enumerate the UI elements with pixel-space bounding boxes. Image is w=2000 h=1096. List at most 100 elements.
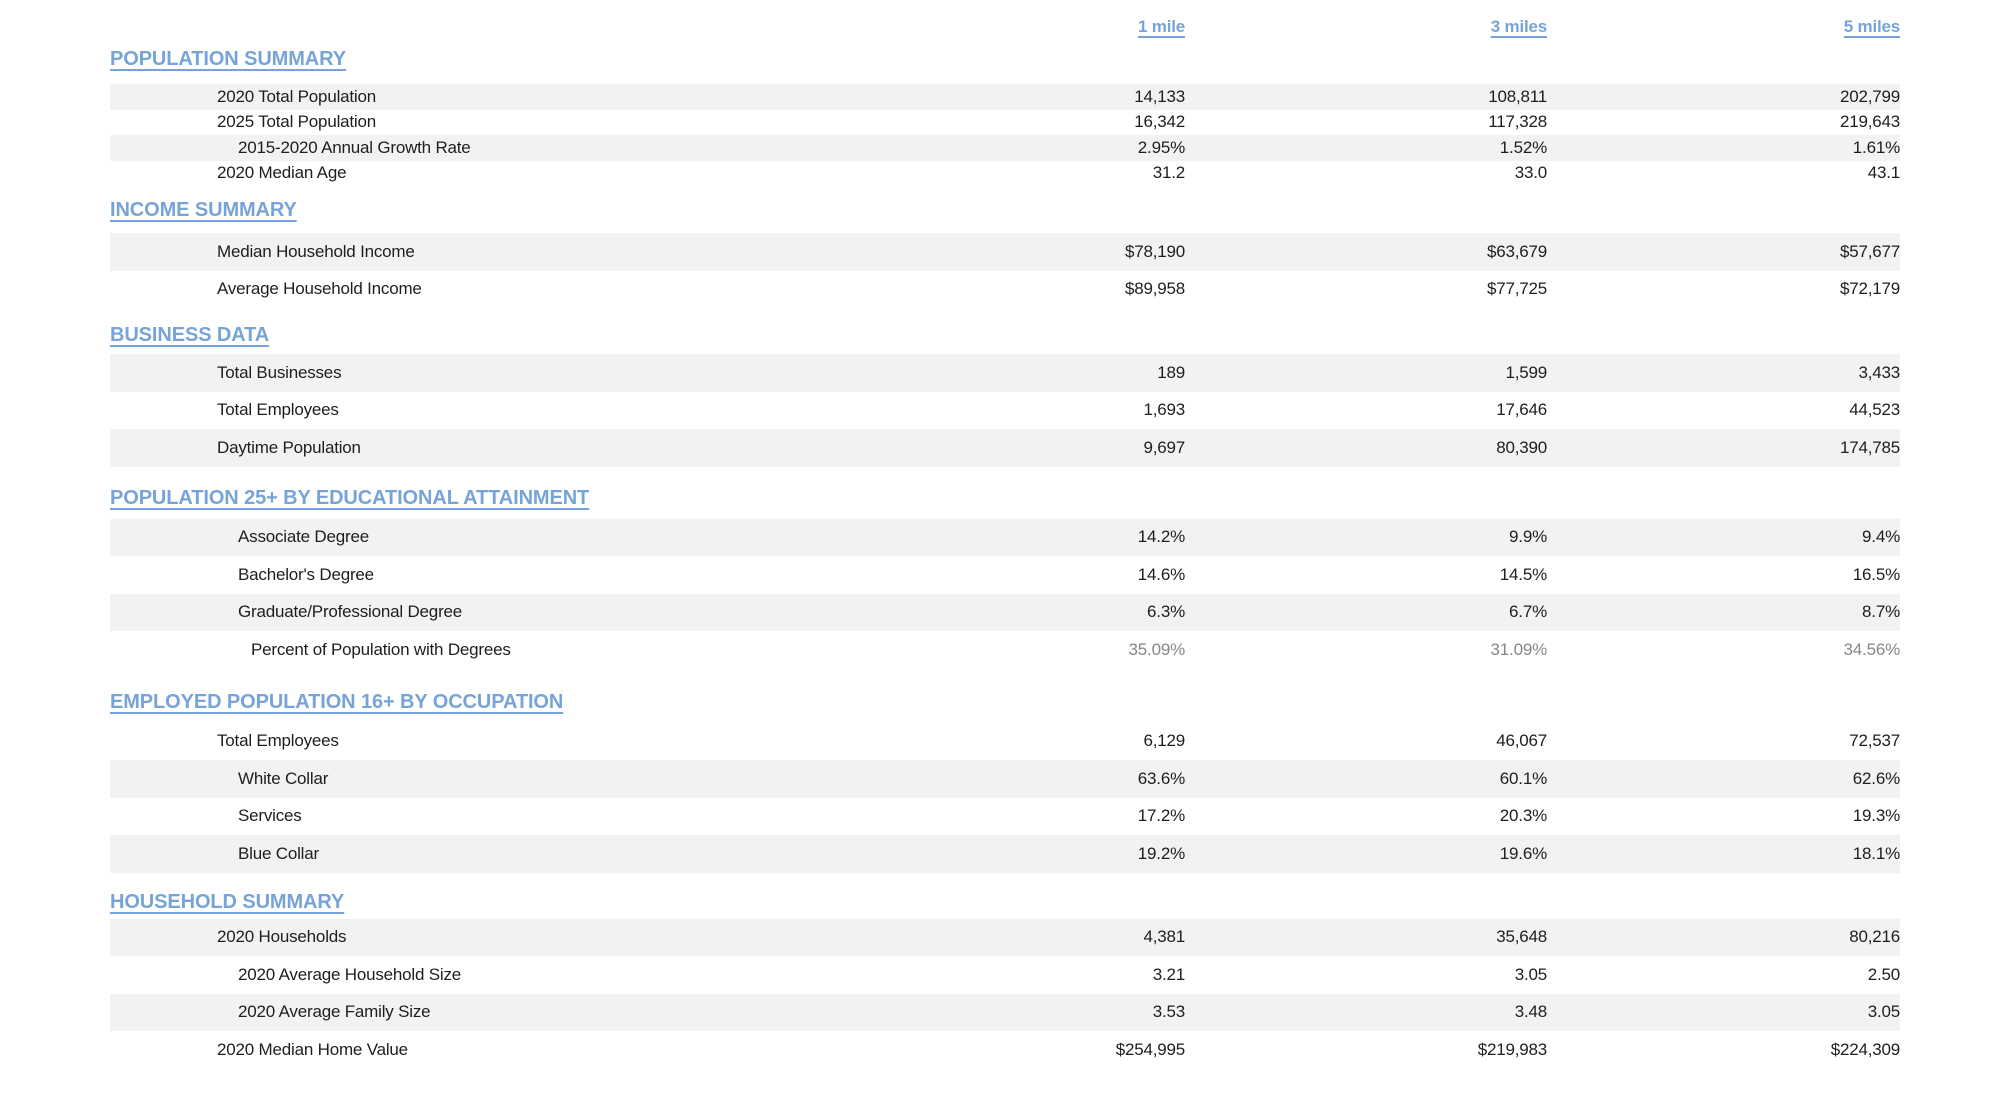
- row-value-5-miles: 80,216: [1849, 927, 1900, 947]
- row-value-3-miles: 1,599: [1505, 362, 1547, 382]
- table-row: 2020 Median Home Value $254,995 $219,983 $2…: [110, 1031, 1900, 1069]
- row-value-1-mile: $89,958: [1124, 279, 1185, 299]
- table-row: Blue Collar 19.2% 19.6% 18.1%: [110, 835, 1900, 873]
- section-business-data: BUSINESS DATA Total Businesses 189 1,599 3,4…: [110, 324, 1900, 467]
- table-row: Associate Degree 14.2% 9.9% 9.4%: [110, 518, 1900, 556]
- table-row: Total Businesses 189 1,599 3,433: [110, 354, 1900, 392]
- row-value-3-miles: 14.5%: [1499, 564, 1547, 584]
- row-value-5-miles: 9.4%: [1862, 527, 1900, 547]
- table-row: Median Household Income $78,190 $63,679 $57…: [110, 233, 1900, 271]
- section-title-row: EMPLOYED POPULATION 16+ BY OCCUPATION: [110, 691, 1900, 714]
- section-population-25-by-educational-attainment: POPULATION 25+ BY EDUCATIONAL ATTAINMENT…: [110, 487, 1900, 669]
- row-value-5-miles: 2.50: [1867, 964, 1900, 984]
- section-title-row: BUSINESS DATA: [110, 324, 1900, 347]
- row-label: Graduate/Professional Degree: [238, 602, 463, 622]
- row-label: 2020 Average Family Size: [238, 1002, 431, 1022]
- row-value-5-miles: $224,309: [1830, 1039, 1901, 1059]
- row-value-1-mile: 63.6%: [1137, 768, 1185, 788]
- row-value-1-mile: 14,133: [1134, 86, 1185, 106]
- section-title-row: POPULATION SUMMARY: [110, 48, 1900, 71]
- row-value-1-mile: $78,190: [1124, 241, 1185, 261]
- row-value-3-miles: 33.0: [1514, 163, 1547, 183]
- row-value-1-mile: 19.2%: [1137, 843, 1185, 863]
- row-label: Daytime Population: [217, 437, 361, 457]
- row-value-3-miles: $63,679: [1486, 241, 1547, 261]
- table-row: Daytime Population 9,697 80,390 174,785: [110, 429, 1900, 467]
- column-header-3-miles[interactable]: 3 miles: [1490, 16, 1547, 36]
- section-title-business-data[interactable]: BUSINESS DATA: [110, 324, 270, 346]
- row-label: 2020 Median Home Value: [217, 1039, 408, 1059]
- row-value-5-miles: 16.5%: [1852, 564, 1900, 584]
- row-value-5-miles: 3,433: [1858, 362, 1900, 382]
- table-row: Services 17.2% 20.3% 19.3%: [110, 798, 1900, 836]
- row-value-3-miles: 1.52%: [1499, 137, 1547, 157]
- row-value-3-miles: 20.3%: [1499, 806, 1547, 826]
- row-value-5-miles: 1.61%: [1852, 137, 1900, 157]
- row-value-3-miles: 17,646: [1496, 400, 1547, 420]
- row-value-1-mile: 14.6%: [1137, 564, 1185, 584]
- section-title-population-25-by-educational-attainment[interactable]: POPULATION 25+ BY EDUCATIONAL ATTAINMENT: [110, 486, 590, 509]
- section-title-row: INCOME SUMMARY: [110, 199, 1900, 222]
- row-label: Associate Degree: [238, 527, 369, 547]
- table-row: Average Household Income $89,958 $77,725 $7…: [110, 271, 1900, 309]
- row-label: 2015-2020 Annual Growth Rate: [238, 137, 471, 157]
- column-headers: 1 mile 3 miles 5 miles: [110, 16, 1900, 37]
- row-value-5-miles: 34.56%: [1843, 639, 1901, 659]
- row-value-1-mile: 3.21: [1152, 964, 1185, 984]
- row-value-1-mile: 31.2: [1152, 163, 1185, 183]
- row-value-1-mile: 14.2%: [1137, 527, 1185, 547]
- row-value-3-miles: 35,648: [1496, 927, 1547, 947]
- row-label: 2025 Total Population: [217, 112, 377, 132]
- row-value-1-mile: 189: [1157, 362, 1185, 382]
- row-value-1-mile: 1,693: [1143, 400, 1185, 420]
- section-income-summary: INCOME SUMMARY Median Household Income $78…: [110, 199, 1900, 308]
- row-value-5-miles: 62.6%: [1852, 768, 1900, 788]
- section-population-summary: POPULATION SUMMARY 2020 Total Population 1…: [110, 48, 1900, 186]
- row-label: Services: [238, 806, 302, 826]
- row-value-3-miles: 19.6%: [1499, 843, 1547, 863]
- table-row: 2020 Average Household Size 3.21 3.05 2.50: [110, 956, 1900, 994]
- row-label: 2020 Median Age: [217, 163, 347, 183]
- section-title-employed-population-16-by-occupation[interactable]: EMPLOYED POPULATION 16+ BY OCCUPATION: [110, 690, 564, 713]
- row-label: White Collar: [238, 768, 329, 788]
- section-employed-population-16-by-occupation: EMPLOYED POPULATION 16+ BY OCCUPATION Tot…: [110, 691, 1900, 873]
- row-label: Average Household Income: [217, 279, 422, 299]
- row-value-3-miles: 60.1%: [1499, 768, 1547, 788]
- section-household-summary: HOUSEHOLD SUMMARY 2020 Households 4,381 35,…: [110, 891, 1900, 1069]
- row-value-3-miles: $77,725: [1486, 279, 1547, 299]
- table-row: 2020 Median Age 31.2 33.0 43.1: [110, 161, 1900, 187]
- row-value-5-miles: $57,677: [1839, 241, 1900, 261]
- row-value-3-miles: 31.09%: [1490, 639, 1548, 659]
- row-value-1-mile: 6,129: [1143, 731, 1185, 751]
- row-value-5-miles: 44,523: [1849, 400, 1900, 420]
- row-label: 2020 Total Population: [217, 86, 377, 106]
- row-value-5-miles: 18.1%: [1852, 843, 1900, 863]
- row-value-5-miles: 19.3%: [1852, 806, 1900, 826]
- section-title-income-summary[interactable]: INCOME SUMMARY: [110, 199, 297, 221]
- section-title-population-summary[interactable]: POPULATION SUMMARY: [110, 48, 346, 70]
- row-value-1-mile: 3.53: [1152, 1002, 1185, 1022]
- report-body: POPULATION SUMMARY 2020 Total Population 1…: [110, 48, 1900, 1069]
- table-row: 2020 Average Family Size 3.53 3.48 3.05: [110, 993, 1900, 1031]
- section-title-household-summary[interactable]: HOUSEHOLD SUMMARY: [110, 890, 345, 913]
- row-value-1-mile: 4,381: [1143, 927, 1185, 947]
- column-header-5-miles[interactable]: 5 miles: [1843, 16, 1900, 36]
- table-row: White Collar 63.6% 60.1% 62.6%: [110, 760, 1900, 798]
- row-value-1-mile: 17.2%: [1137, 806, 1185, 826]
- row-label: 2020 Average Household Size: [238, 964, 462, 984]
- table-row: 2025 Total Population 16,342 117,328 219,64…: [110, 110, 1900, 136]
- row-value-1-mile: 16,342: [1134, 112, 1185, 132]
- row-value-1-mile: 6.3%: [1147, 602, 1185, 622]
- row-value-5-miles: 202,799: [1839, 86, 1900, 106]
- row-value-5-miles: 43.1: [1867, 163, 1900, 183]
- row-value-5-miles: 174,785: [1839, 437, 1900, 457]
- row-value-3-miles: 6.7%: [1509, 602, 1547, 622]
- table-row: Graduate/Professional Degree 6.3% 6.7% 8.7%: [110, 593, 1900, 631]
- row-value-3-miles: 80,390: [1496, 437, 1547, 457]
- column-header-1-mile[interactable]: 1 mile: [1138, 16, 1185, 36]
- row-label: Bachelor's Degree: [238, 564, 374, 584]
- row-value-1-mile: 2.95%: [1137, 137, 1185, 157]
- section-title-row: HOUSEHOLD SUMMARY: [110, 891, 1900, 914]
- row-label: Total Employees: [217, 731, 339, 751]
- demographics-report: 1 mile 3 miles 5 miles POPULATION SUMMAR…: [110, 16, 1900, 1069]
